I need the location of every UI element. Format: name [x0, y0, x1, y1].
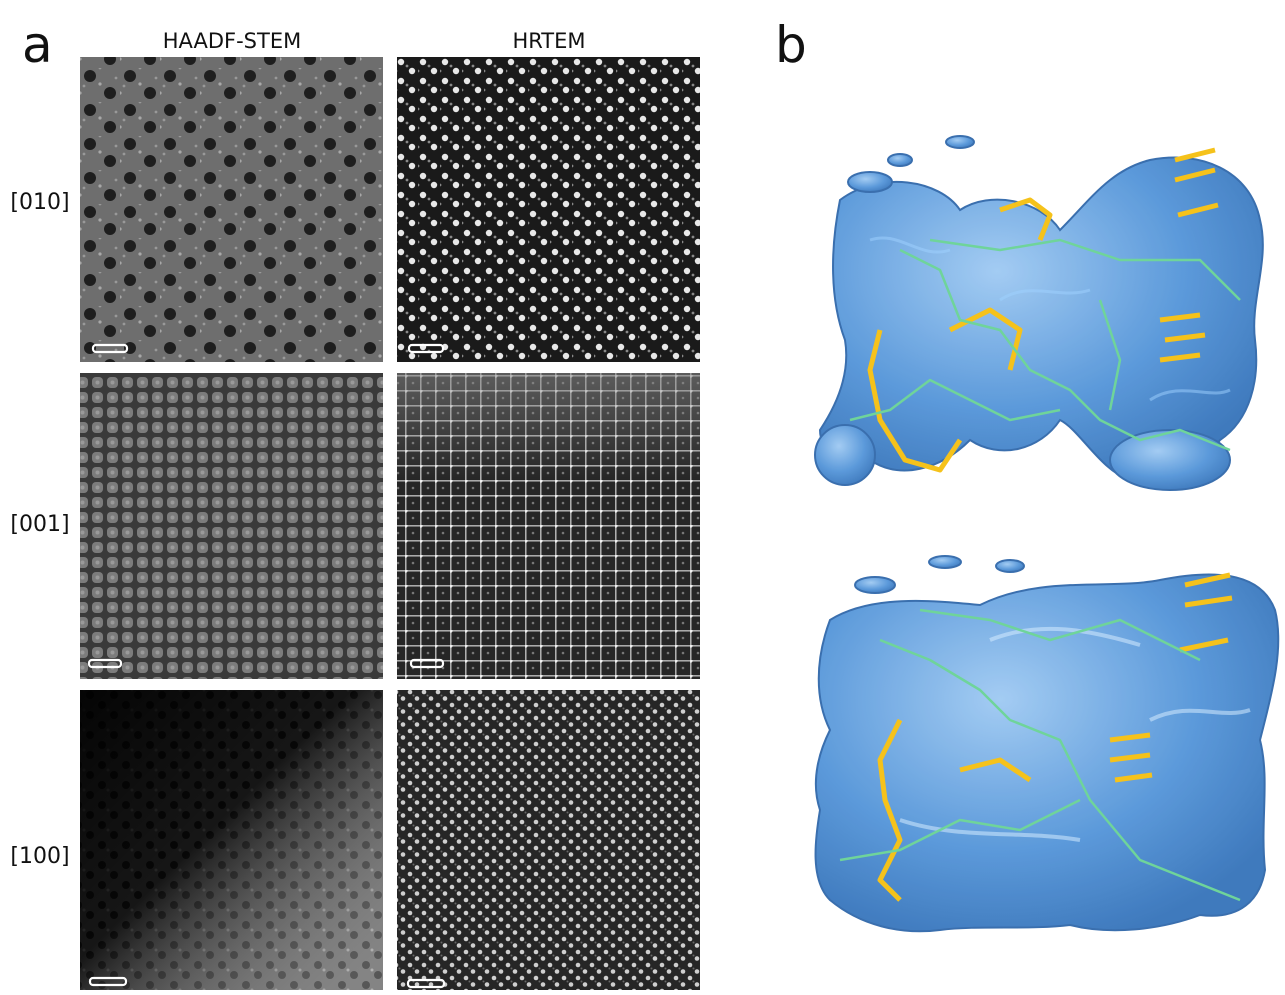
scale-bar — [407, 343, 445, 354]
panel-label: a — [22, 16, 53, 74]
micrograph — [80, 373, 383, 679]
scale-bars — [87, 343, 446, 989]
scale-bar — [88, 976, 128, 987]
panel-label: b — [775, 16, 807, 74]
micrograph — [397, 57, 700, 362]
scale-bar — [91, 343, 129, 354]
row-heading: [001] — [10, 512, 69, 537]
micrograph — [397, 690, 700, 990]
micrograph — [80, 57, 383, 362]
micrograph-shading — [80, 690, 383, 990]
column-heading: HRTEM — [512, 29, 585, 53]
density-model-bottom — [814, 555, 1280, 933]
density-model-top — [814, 135, 1264, 491]
scale-bar — [406, 978, 446, 989]
scale-bar — [409, 658, 445, 669]
micrograph-shading — [397, 373, 700, 679]
row-heading: [100] — [10, 844, 69, 869]
scale-bar — [87, 658, 123, 669]
row-heading: [010] — [10, 190, 69, 215]
micrograph-grid — [80, 57, 700, 990]
column-heading: HAADF-STEM — [163, 29, 301, 53]
